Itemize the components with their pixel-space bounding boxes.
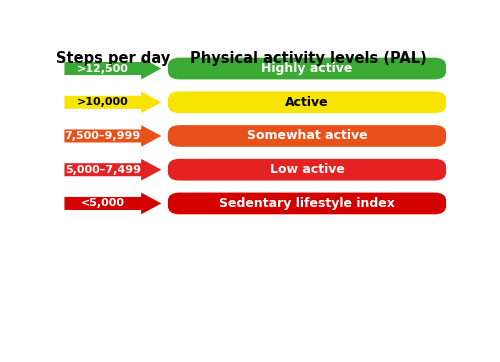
Text: Active: Active xyxy=(285,96,329,109)
Text: 7,500–9,999: 7,500–9,999 xyxy=(64,131,141,141)
Text: Sedentary lifestyle index: Sedentary lifestyle index xyxy=(219,197,395,210)
FancyBboxPatch shape xyxy=(168,125,446,147)
Text: >10,000: >10,000 xyxy=(77,97,128,107)
Polygon shape xyxy=(64,125,162,147)
Text: Somewhat active: Somewhat active xyxy=(246,130,368,143)
Polygon shape xyxy=(64,193,162,214)
Text: Low active: Low active xyxy=(270,163,344,176)
Text: Physical activity levels (PAL): Physical activity levels (PAL) xyxy=(190,51,427,66)
Text: >12,500: >12,500 xyxy=(77,63,128,73)
Polygon shape xyxy=(64,58,162,79)
Text: Highly active: Highly active xyxy=(262,62,352,75)
FancyBboxPatch shape xyxy=(168,159,446,181)
Text: Steps per day: Steps per day xyxy=(56,51,170,66)
Polygon shape xyxy=(64,91,162,113)
Text: 5,000–7,499: 5,000–7,499 xyxy=(65,165,141,175)
FancyBboxPatch shape xyxy=(168,193,446,214)
Polygon shape xyxy=(64,159,162,181)
FancyBboxPatch shape xyxy=(168,58,446,79)
FancyBboxPatch shape xyxy=(168,91,446,113)
Text: <5,000: <5,000 xyxy=(81,198,125,209)
